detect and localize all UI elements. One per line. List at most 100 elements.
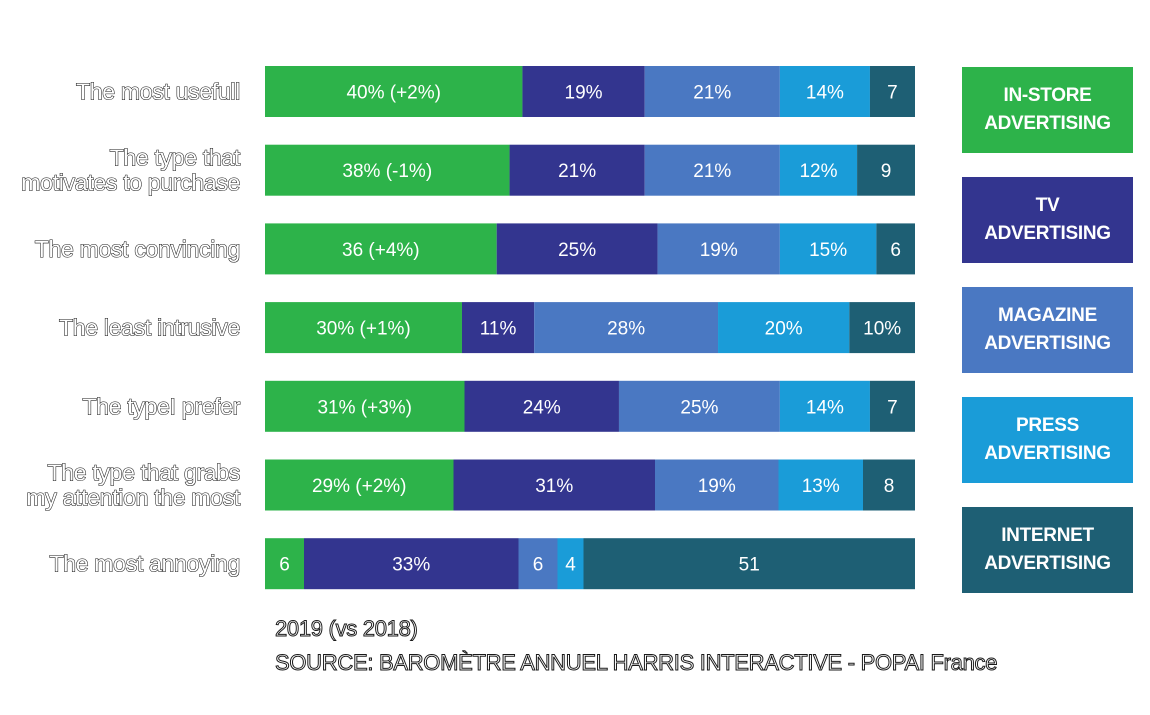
legend-label-line1: INTERNET [1001,525,1094,546]
bar-segment-magazine-advertising [644,66,780,117]
legend-label-line2: ADVERTISING [984,333,1111,354]
bar-segment-tv-advertising [496,223,658,275]
bar-segment-magazine-advertising [657,223,780,275]
bar-segment-magazine-advertising [644,144,780,196]
data-label: 19% [700,240,738,261]
data-label: 33% [392,555,430,576]
data-label: 21% [693,83,731,104]
legend-item-internet: INTERNET ADVERTISING [962,507,1133,593]
bar-segment-magazine-advertising [518,538,558,590]
category-label: The type that grabs my attention the most [26,460,240,511]
bar-segment-press-advertising [557,538,584,590]
category-labels: The most usefull The type that motivates t… [21,78,242,577]
data-label: 31% (+3%) [317,397,412,418]
category-label-line: The type that [110,145,241,171]
bar-segment-tv-advertising [522,66,645,117]
data-label: 13% [802,476,840,497]
bar-segment-press-advertising [779,144,858,196]
bar-segment-in-store-advertising [265,223,497,275]
data-label: 11% [480,319,517,340]
data-label: 40% (+2%) [346,83,441,104]
legend-item-in-store: IN-STORE ADVERTISING [962,67,1133,153]
legend-label-line1: TV [1035,195,1060,216]
bar-segment-tv-advertising [461,302,535,354]
data-label: 7 [887,83,898,104]
category-label: The most usefull [76,79,240,105]
bar-segment-tv-advertising [304,538,519,590]
bar-segment-tv-advertising [509,144,645,196]
legend-label-line1: PRESS [1016,415,1079,436]
bar-segment-in-store-advertising [265,459,454,511]
category-label: The typeI prefer [82,393,240,419]
data-label: 8 [884,476,895,497]
data-label: 9 [881,161,892,182]
data-label: 15% [809,240,847,261]
legend-item-magazine: MAGAZINE ADVERTISING [962,287,1133,373]
bar-segment-internet-advertising [857,144,915,196]
data-label: 31% [535,476,573,497]
data-label: 36 (+4%) [342,240,420,261]
legend-item-tv: TV ADVERTISING [962,177,1133,263]
bar-segment-press-advertising [778,459,863,511]
bar-segment-magazine-advertising [655,459,779,511]
footnote-year: 2019 (vs 2018) [275,616,419,642]
category-label: The most convincing [35,236,240,262]
data-label: 4 [565,555,576,576]
data-label: 7 [887,397,898,418]
category-label-line: The most annoying [49,551,240,577]
bar-segment-in-store-advertising [265,380,465,432]
data-label: 10% [863,319,901,340]
bar-segment-press-advertising [779,223,877,275]
category-label: The most annoying [49,551,240,577]
bar-segment-in-store-advertising [265,66,523,117]
bar-segment-internet-advertising [869,66,915,117]
legend-label-line2: ADVERTISING [984,443,1111,464]
footnote-source: SOURCE: BAROMÈTRE ANNUEL HARRIS INTERACT… [274,650,998,676]
data-label: 14% [806,83,844,104]
data-label: 6 [533,555,544,576]
category-label-line: motivates to purchase [21,170,240,196]
data-label: 24% [523,397,561,418]
data-label: 29% (+2%) [312,476,407,497]
bar-segment-in-store-advertising [265,538,304,590]
legend-label-line2: ADVERTISING [984,553,1111,574]
data-label: 12% [799,161,837,182]
data-label: 25% [558,240,596,261]
bar-segment-internet-advertising [863,459,915,511]
bar-segment-tv-advertising [453,459,655,511]
data-label: 6 [890,240,901,261]
bar-segment-press-advertising [718,302,850,354]
data-label: 30% (+1%) [316,319,411,340]
data-label: 19% [698,476,736,497]
category-label-line: The typeI prefer [82,393,240,419]
legend-label-line1: IN-STORE [1003,85,1092,106]
legend-item-press: PRESS ADVERTISING [962,397,1133,483]
data-label: 38% (-1%) [342,161,432,182]
data-label: 51 [739,555,760,576]
data-label: 19% [565,83,603,104]
bar-segment-tv-advertising [464,380,619,432]
category-label-line: The most convincing [35,236,240,262]
bar-segment-internet-advertising [869,380,915,432]
legend-label-line2: ADVERTISING [984,223,1111,244]
category-label-line: my attention the most [26,485,240,511]
bar-segment-magazine-advertising [618,380,780,432]
bar-segment-in-store-advertising [265,302,462,354]
data-label: 21% [693,161,731,182]
bar-segment-press-advertising [779,66,870,117]
bar-segment-press-advertising [779,380,870,432]
data-label: 14% [806,397,844,418]
bar-segment-internet-advertising [876,223,915,275]
bar-segment-in-store-advertising [265,144,510,196]
category-label-line: The least intrusive [59,315,240,341]
bar-segment-internet-advertising [849,302,915,354]
category-label: The least intrusive [59,315,240,341]
category-label-line: The most usefull [76,79,240,105]
data-label: 21% [558,161,596,182]
category-label: The type that motivates to purchase [21,145,241,196]
data-label: 20% [765,319,803,340]
data-label: 6 [279,555,290,576]
legend-label-line1: MAGAZINE [998,305,1097,326]
data-label: 25% [680,397,718,418]
